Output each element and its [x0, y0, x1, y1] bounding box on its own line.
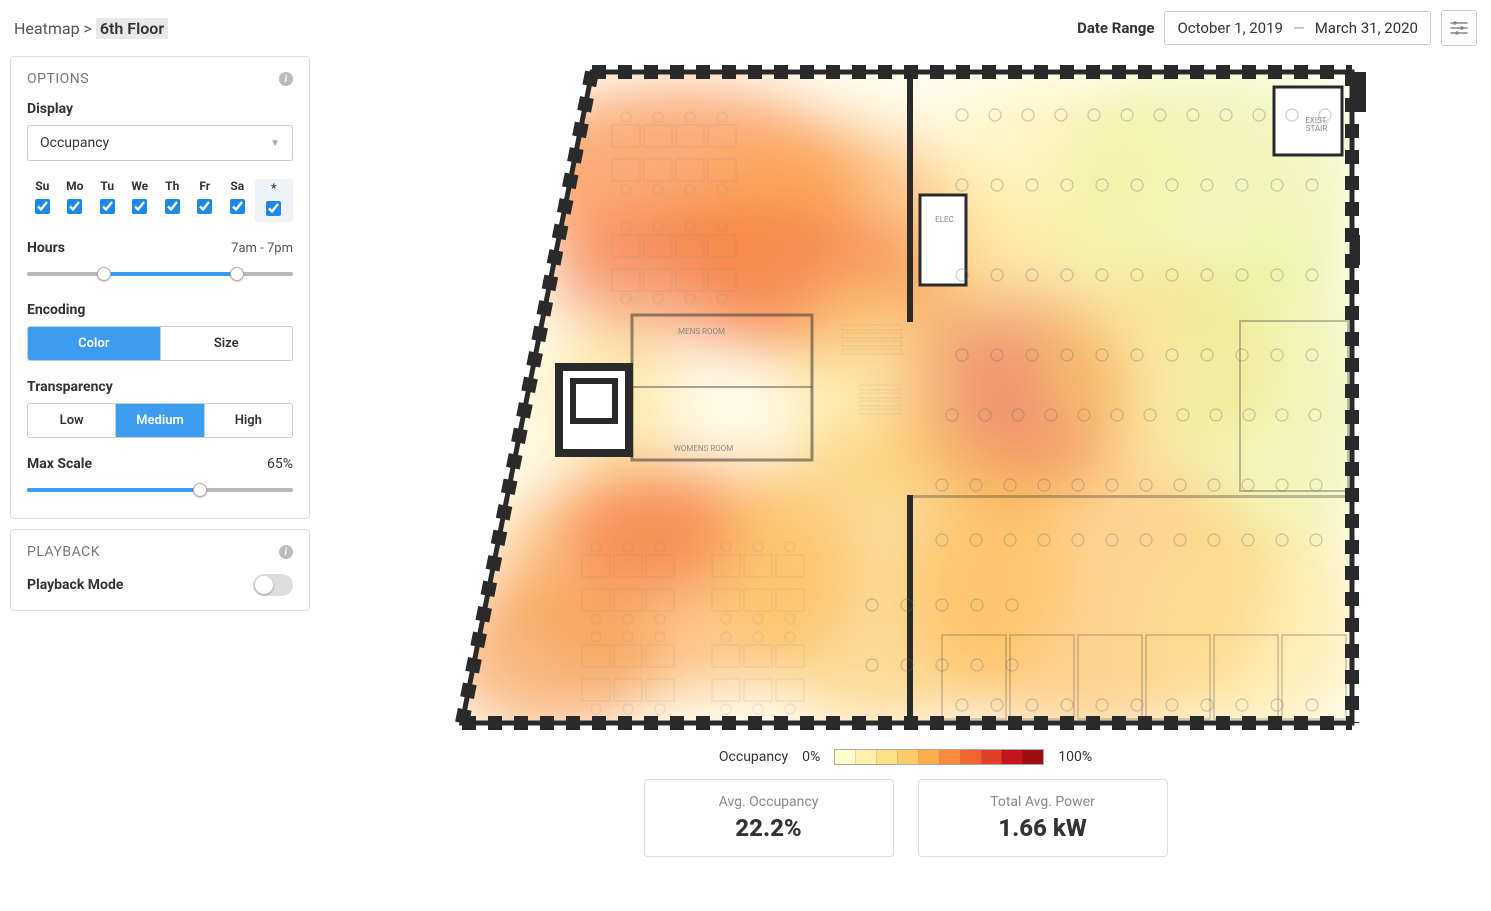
day-col-fr: Fr — [190, 179, 221, 222]
day-label: We — [125, 179, 156, 193]
legend: Occupancy 0% 100% — [330, 749, 1481, 765]
playback-panel: PLAYBACK i Playback Mode — [10, 529, 310, 611]
sidebar: OPTIONS i Display Occupancy ▼ SuMoTuWeTh… — [10, 56, 310, 857]
avg-occupancy-card: Avg. Occupancy 22.2% — [644, 779, 894, 857]
day-col-th: Th — [157, 179, 188, 222]
maxscale-label: Max Scale — [27, 456, 92, 472]
day-col-*: * — [255, 179, 294, 222]
daterange-start: October 1, 2019 — [1177, 19, 1283, 37]
day-checkbox-we[interactable] — [132, 199, 147, 214]
day-label: Fr — [190, 179, 221, 193]
daterange-sep: — — [1293, 19, 1305, 37]
day-col-sa: Sa — [222, 179, 253, 222]
playback-title: PLAYBACK — [27, 544, 100, 560]
maxscale-thumb[interactable] — [193, 483, 207, 497]
options-title: OPTIONS — [27, 71, 89, 87]
day-col-we: We — [125, 179, 156, 222]
day-checkbox-*[interactable] — [266, 201, 281, 216]
transparency-medium-button[interactable]: Medium — [116, 404, 204, 437]
days-selector: SuMoTuWeThFrSa * — [27, 179, 293, 222]
legend-max: 100% — [1058, 749, 1092, 765]
day-checkbox-tu[interactable] — [100, 199, 115, 214]
day-checkbox-fr[interactable] — [197, 199, 212, 214]
day-checkbox-mo[interactable] — [67, 199, 82, 214]
settings-button[interactable] — [1441, 10, 1477, 46]
legend-label: Occupancy — [719, 749, 788, 765]
hours-thumb-min[interactable] — [97, 267, 111, 281]
transparency-segmented: LowMediumHigh — [27, 403, 293, 438]
breadcrumb-sep: > — [84, 19, 92, 38]
legend-gradient — [834, 749, 1044, 765]
total-power-label: Total Avg. Power — [979, 794, 1107, 810]
day-checkbox-sa[interactable] — [230, 199, 245, 214]
breadcrumb: Heatmap > 6th Floor — [14, 19, 168, 38]
day-checkbox-th[interactable] — [165, 199, 180, 214]
day-label: Mo — [60, 179, 91, 193]
legend-min: 0% — [802, 749, 820, 765]
day-label: Th — [157, 179, 188, 193]
total-power-card: Total Avg. Power 1.66 kW — [918, 779, 1168, 857]
display-select[interactable]: Occupancy ▼ — [27, 125, 293, 161]
main-content: EXIST.STAIR ELEC. MENS ROOM WOMENS ROOM Occ… — [330, 56, 1481, 857]
day-label: Tu — [92, 179, 123, 193]
room-label: EXIST.STAIR — [1292, 117, 1342, 135]
options-panel: OPTIONS i Display Occupancy ▼ SuMoTuWeTh… — [10, 56, 310, 519]
breadcrumb-root[interactable]: Heatmap — [14, 19, 80, 38]
day-checkbox-su[interactable] — [35, 199, 50, 214]
info-icon[interactable]: i — [279, 545, 293, 559]
encoding-color-button[interactable]: Color — [28, 327, 161, 360]
avg-occupancy-label: Avg. Occupancy — [705, 794, 833, 810]
day-col-tu: Tu — [92, 179, 123, 222]
daterange-end: March 31, 2020 — [1315, 19, 1418, 37]
transparency-high-button[interactable]: High — [205, 404, 292, 437]
encoding-label: Encoding — [27, 302, 293, 318]
day-col-mo: Mo — [60, 179, 91, 222]
total-power-value: 1.66 kW — [979, 814, 1107, 842]
transparency-low-button[interactable]: Low — [28, 404, 116, 437]
maxscale-slider[interactable] — [27, 480, 293, 500]
floor-heatmap[interactable]: EXIST.STAIR ELEC. MENS ROOM WOMENS ROOM — [442, 65, 1370, 733]
playback-mode-label: Playback Mode — [27, 577, 123, 593]
info-icon[interactable]: i — [279, 72, 293, 86]
breadcrumb-current: 6th Floor — [96, 18, 168, 39]
day-label: Su — [27, 179, 58, 193]
room-label: MENS ROOM — [667, 328, 737, 337]
hours-value: 7am - 7pm — [231, 241, 293, 256]
room-label: ELEC. — [932, 216, 960, 225]
encoding-size-button[interactable]: Size — [161, 327, 293, 360]
settings-icon — [1450, 21, 1468, 35]
daterange-picker[interactable]: October 1, 2019 — March 31, 2020 — [1164, 11, 1431, 45]
hours-label: Hours — [27, 240, 65, 256]
display-value: Occupancy — [40, 135, 109, 151]
display-label: Display — [27, 101, 293, 117]
room-label: WOMENS ROOM — [664, 445, 744, 454]
transparency-label: Transparency — [27, 379, 293, 395]
day-label: * — [259, 181, 290, 195]
maxscale-value: 65% — [267, 456, 293, 472]
encoding-segmented: ColorSize — [27, 326, 293, 361]
hours-slider[interactable] — [27, 264, 293, 284]
day-col-su: Su — [27, 179, 58, 222]
chevron-down-icon: ▼ — [270, 138, 280, 149]
hours-thumb-max[interactable] — [230, 267, 244, 281]
avg-occupancy-value: 22.2% — [705, 814, 833, 842]
playback-toggle[interactable] — [253, 574, 293, 596]
day-label: Sa — [222, 179, 253, 193]
daterange-label: Date Range — [1077, 19, 1154, 37]
